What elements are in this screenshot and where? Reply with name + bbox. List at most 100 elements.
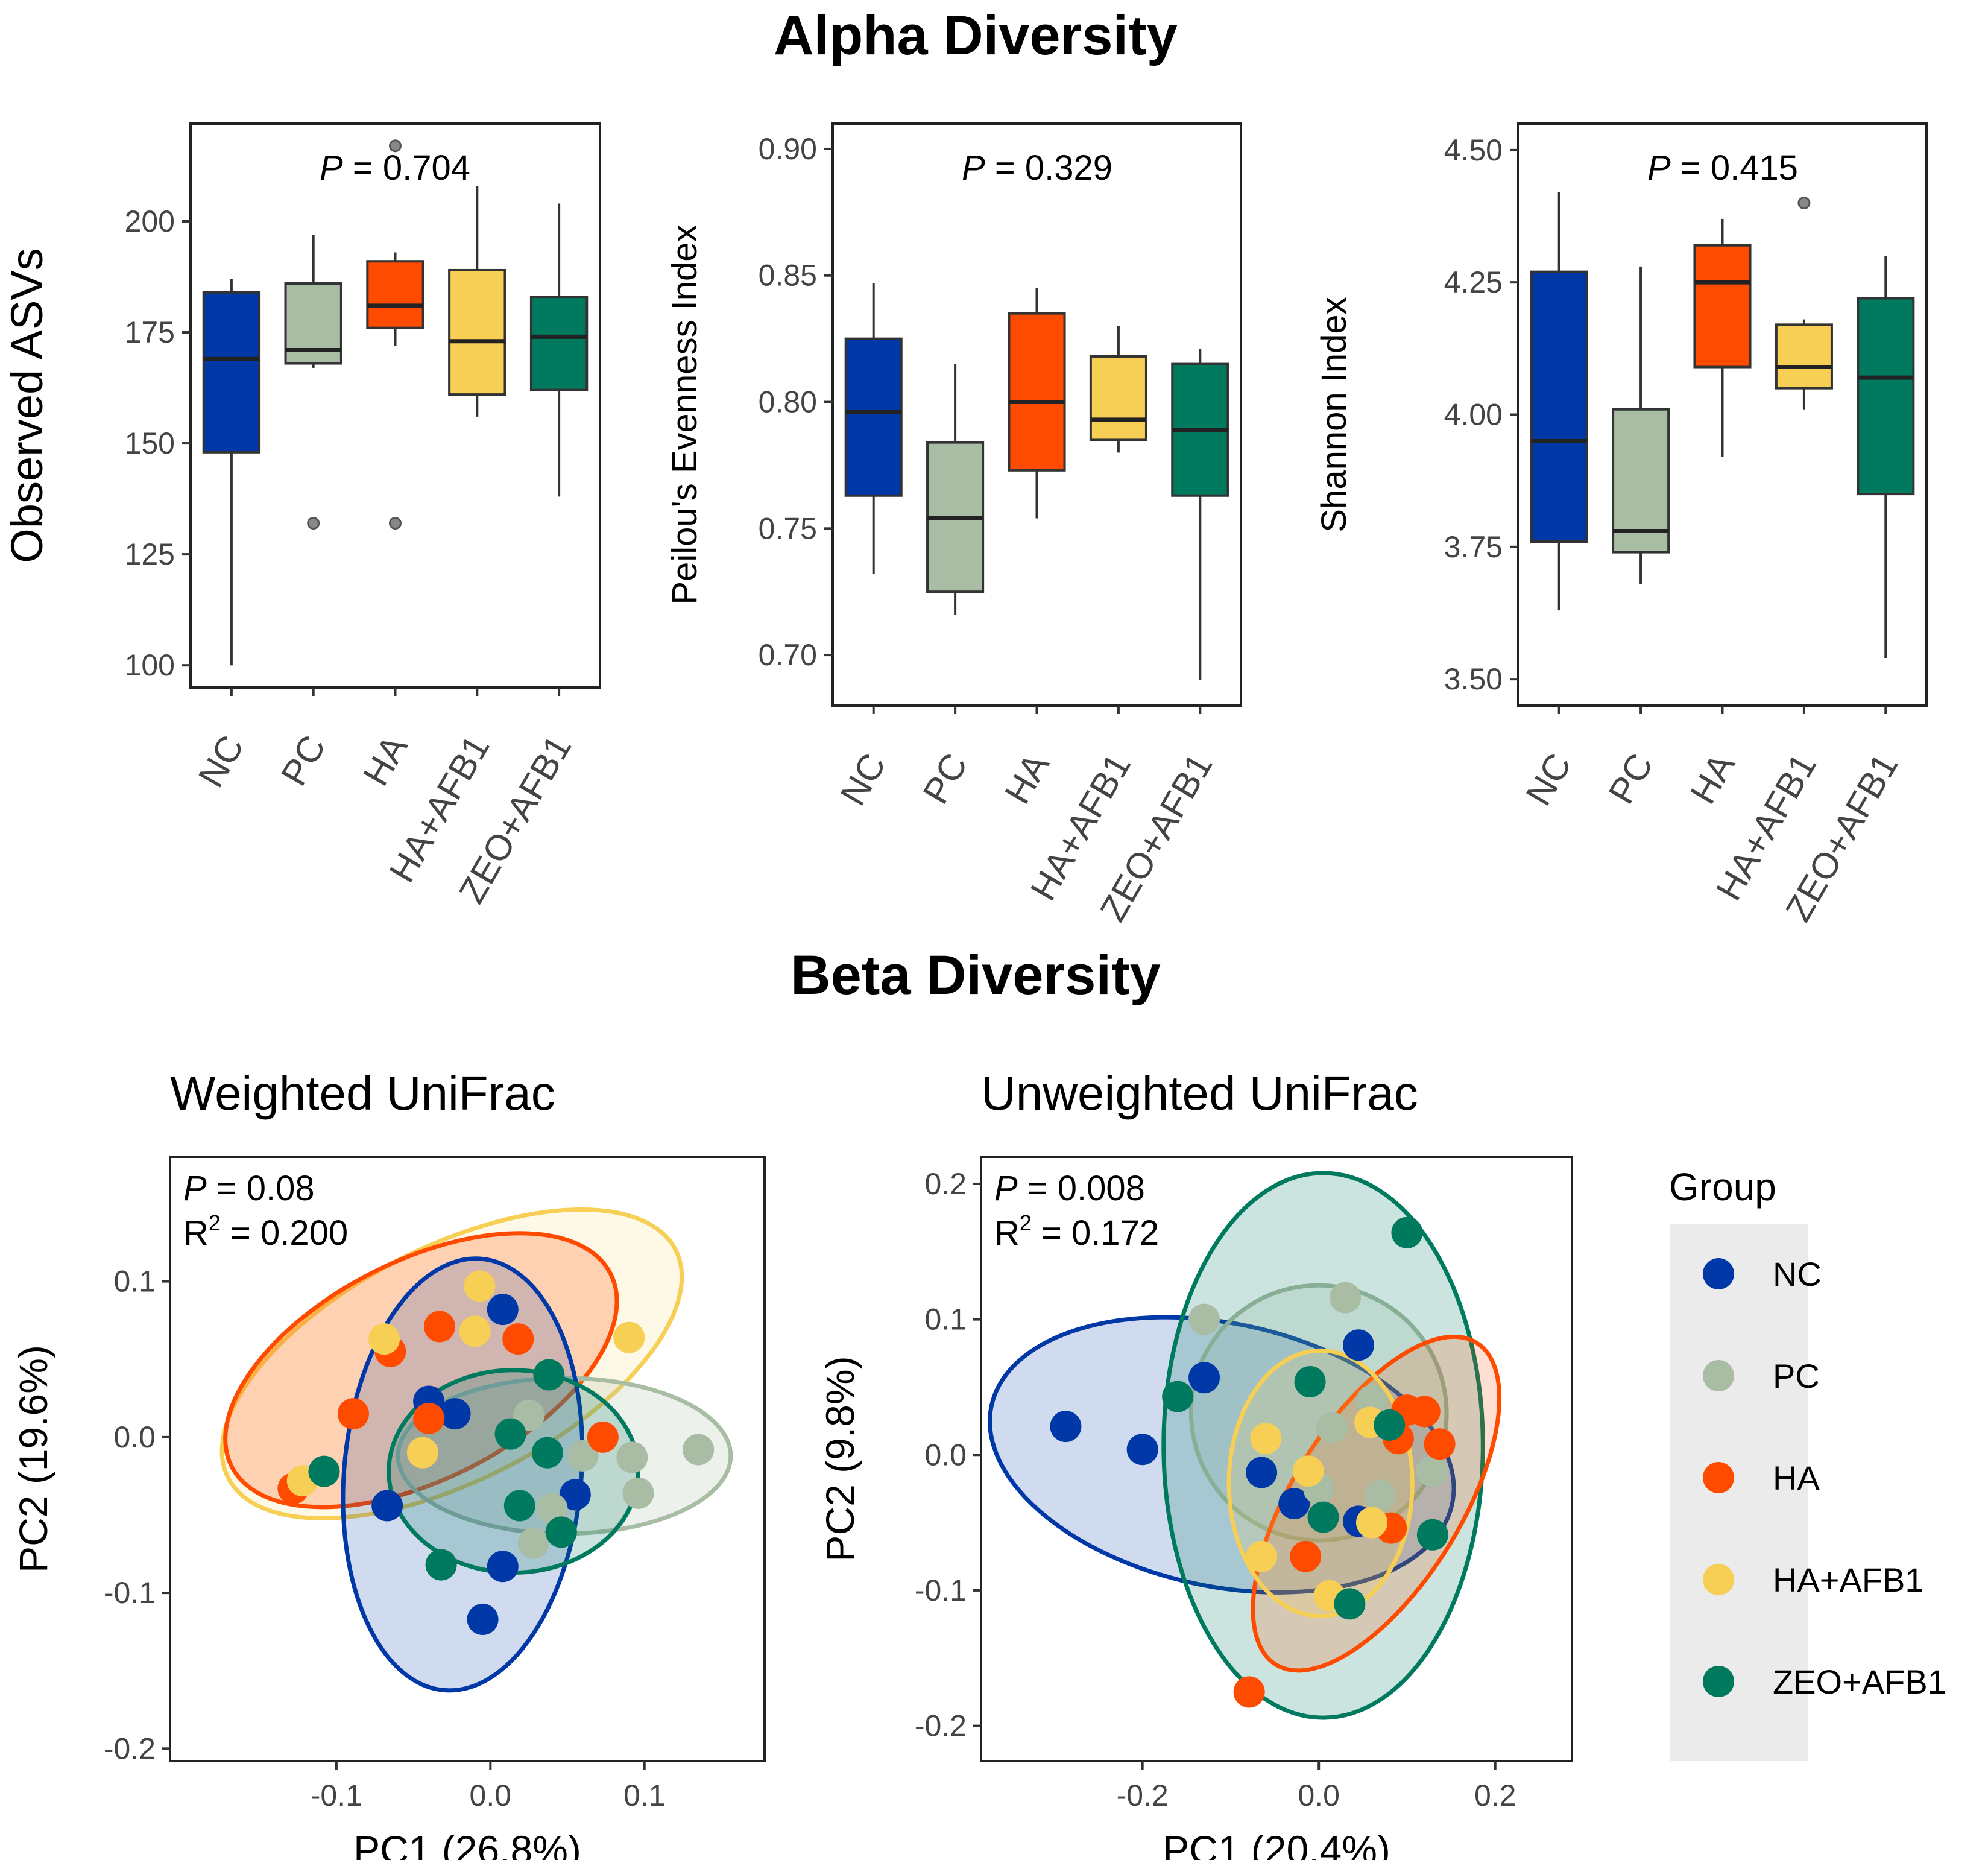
p-label: P	[994, 1169, 1018, 1208]
y-axis-label: Observed ASVs	[2, 248, 52, 563]
outlier-point	[389, 517, 402, 530]
box-HA+AFB1	[448, 268, 506, 396]
point-NC	[1246, 1457, 1278, 1488]
point-NC	[1278, 1488, 1310, 1520]
point-HA	[1290, 1540, 1322, 1572]
plot-title: Unweighted UniFrac	[981, 1066, 1418, 1120]
y-tick-label: 175	[125, 315, 175, 349]
box-HA	[1008, 312, 1066, 472]
x-tick-label: -0.2	[1117, 1779, 1169, 1812]
x-axis-label: PC1 (20.4%)	[1163, 1827, 1390, 1860]
y-tick-label: 4.25	[1444, 265, 1503, 299]
point-PC	[517, 1527, 549, 1559]
point-PC	[567, 1440, 599, 1472]
y-tick-label: -0.2	[915, 1709, 967, 1743]
box-HA+AFB1	[1775, 323, 1833, 390]
point-ZEO+AFB1	[503, 1490, 535, 1522]
point-NC	[487, 1551, 519, 1583]
group-legend: Group NC PC HA HA+AFB1 ZEO+AFB1	[1669, 1165, 1946, 1761]
legend-label: ZEO+AFB1	[1773, 1663, 1946, 1701]
point-NC	[1126, 1434, 1158, 1466]
box-HA	[366, 260, 424, 329]
r2-superscript: 2	[209, 1210, 221, 1235]
point-HA	[337, 1398, 369, 1430]
r2-label: R	[994, 1213, 1020, 1253]
weighted-unifrac-pcoa: Weighted UniFrac -0.1 0.0 0.1 -0.2 -0.1 0.0 0.1…	[11, 1066, 766, 1860]
x-tick-label: HA	[1682, 747, 1743, 811]
y-tick-label: 100	[125, 648, 175, 682]
point-PC	[622, 1477, 654, 1509]
unweighted-unifrac-pcoa: Unweighted UniFrac -0.2 0.0 0.2 -0.2 -0.1 0.0 0…	[818, 1066, 1573, 1860]
y-tick-label: 125	[125, 537, 175, 571]
box-NC	[844, 337, 903, 497]
legend-key-NC	[1703, 1258, 1734, 1289]
r2-annotation: R2 = 0.200	[183, 1210, 348, 1253]
x-tick-label: NC	[833, 747, 894, 812]
point-ZEO+AFB1	[425, 1549, 457, 1581]
alpha-diversity-title: Alpha Diversity	[774, 5, 1178, 66]
x-tick-label: -0.1	[311, 1779, 362, 1812]
legend-key-HA+AFB1	[1703, 1564, 1734, 1595]
y-tick-label: 3.50	[1444, 662, 1503, 696]
point-ZEO+AFB1	[1162, 1381, 1194, 1412]
confidence-ellipse-NC	[988, 1315, 1456, 1595]
r2-label: R	[183, 1213, 209, 1253]
point-NC	[467, 1603, 499, 1635]
y-axis-label: PC2 (19.6%)	[11, 1345, 55, 1573]
p-label: P	[183, 1169, 207, 1208]
p-label: P	[962, 148, 985, 188]
point-ZEO+AFB1	[1294, 1365, 1326, 1397]
y-tick-label: 150	[125, 426, 175, 460]
point-HA+AFB1	[368, 1323, 400, 1355]
point-HA+AFB1	[1292, 1455, 1324, 1487]
y-tick-label: 4.00	[1444, 398, 1503, 432]
point-HA	[587, 1421, 619, 1453]
box-ZEO+AFB1	[529, 296, 589, 391]
r2-superscript: 2	[1020, 1210, 1032, 1235]
point-PC	[1416, 1455, 1448, 1487]
p-value: = 0.415	[1671, 148, 1798, 188]
point-PC	[1365, 1479, 1396, 1511]
plot-area	[988, 1171, 1502, 1720]
p-value: = 0.329	[985, 148, 1112, 188]
y-tick-label: -0.1	[915, 1574, 967, 1607]
point-ZEO+AFB1	[533, 1359, 565, 1391]
y-tick-label: 0.85	[759, 259, 817, 293]
p-label: P	[320, 148, 343, 188]
point-PC	[683, 1434, 715, 1466]
point-ZEO+AFB1	[1374, 1409, 1406, 1441]
y-tick-label: -0.2	[104, 1732, 156, 1765]
r2-value: = 0.172	[1032, 1213, 1159, 1253]
point-HA	[413, 1402, 445, 1434]
point-NC	[1050, 1411, 1082, 1443]
point-ZEO+AFB1	[494, 1418, 526, 1450]
point-HA+AFB1	[1250, 1423, 1282, 1455]
p-value: = 0.008	[1018, 1169, 1145, 1208]
p-value-annotation: P = 0.415	[1647, 148, 1798, 188]
r2-value: = 0.200	[221, 1213, 348, 1253]
y-tick-label: 0.1	[924, 1303, 967, 1336]
point-ZEO+AFB1	[1416, 1519, 1448, 1551]
point-NC	[371, 1490, 403, 1522]
plot-area	[219, 1207, 733, 1693]
point-PC	[616, 1441, 648, 1473]
legend-key-HA	[1703, 1462, 1734, 1493]
outlier-point	[307, 517, 320, 530]
outlier-point	[389, 139, 402, 153]
point-ZEO+AFB1	[1391, 1216, 1423, 1248]
y-axis-label: Shannon Index	[1314, 297, 1354, 532]
y-axis-label: Peilou's Evenness Index	[665, 224, 704, 604]
x-axis-label: PC1 (26.8%)	[353, 1827, 581, 1860]
confidence-ellipse-HA	[223, 1231, 619, 1510]
box-NC	[1530, 270, 1588, 543]
y-tick-label: 0.0	[113, 1420, 156, 1454]
point-HA+AFB1	[464, 1270, 496, 1302]
box-PC	[1612, 408, 1670, 554]
point-NC	[487, 1294, 519, 1326]
point-NC	[559, 1479, 591, 1511]
y-tick-label: 0.75	[759, 511, 817, 545]
y-tick-label: 0.0	[924, 1438, 967, 1472]
